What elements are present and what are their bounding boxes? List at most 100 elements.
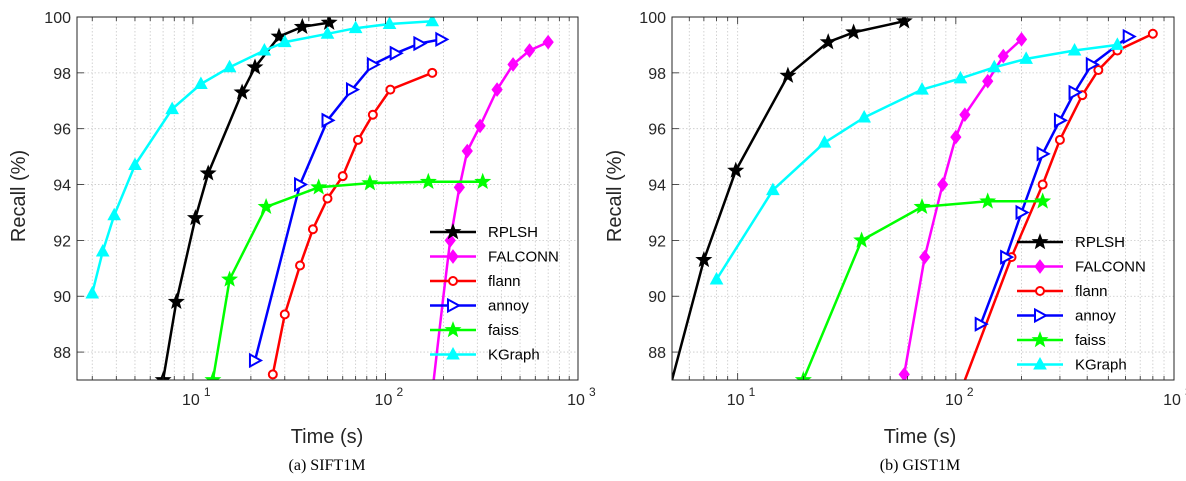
y-tick-label: 94: [53, 178, 71, 195]
data-point-flann: [1037, 179, 1048, 190]
x-tick-exponent: 1: [749, 385, 756, 399]
y-tick-label: 90: [648, 289, 666, 306]
series-group-gist1m: [672, 17, 1158, 380]
data-point-kgraph: [425, 17, 440, 27]
y-tick-label: 90: [53, 289, 71, 306]
legend-label-faiss: faiss: [1075, 332, 1106, 349]
y-tick-label: 92: [53, 233, 71, 250]
data-point-rplsh: [727, 161, 745, 178]
data-point-faiss: [474, 172, 492, 189]
data-point-kgraph: [1019, 51, 1033, 64]
x-tick-label: 10: [567, 392, 585, 409]
data-point-kgraph: [348, 20, 363, 34]
data-point-rplsh: [270, 27, 288, 44]
data-point-flann: [1093, 65, 1104, 76]
legend-marker-falconn: [447, 249, 459, 264]
data-point-kgraph: [277, 34, 292, 48]
data-point-annoy: [1053, 112, 1069, 128]
data-point-annoy: [321, 112, 336, 128]
data-point-rplsh: [845, 23, 863, 40]
legend-marker-flann: [1035, 286, 1045, 296]
data-point-falconn: [959, 107, 971, 123]
data-point-falconn: [997, 48, 1009, 64]
series-flann: [267, 67, 438, 380]
series-line-kgraph: [715, 43, 1118, 281]
data-point-flann: [267, 369, 278, 380]
legend-label-kgraph: KGraph: [488, 347, 540, 364]
data-point-falconn: [982, 73, 994, 89]
data-point-flann: [307, 224, 318, 235]
x-tick-label: 10: [945, 392, 963, 409]
legend-label-falconn: FALCONN: [1075, 259, 1146, 276]
data-point-annoy: [294, 176, 309, 193]
series-line-falconn: [902, 38, 1023, 375]
data-point-flann: [322, 193, 333, 204]
data-point-kgraph: [128, 157, 142, 170]
legend-label-faiss: faiss: [488, 322, 519, 339]
y-tick-label: 88: [53, 345, 71, 362]
series-line-falconn: [432, 40, 549, 380]
data-point-flann: [295, 260, 306, 271]
y-axis-label-sift1m: Recall (%): [8, 150, 30, 242]
legend-marker-flann: [448, 276, 458, 286]
data-point-rplsh: [246, 58, 264, 75]
data-point-annoy: [1122, 28, 1137, 45]
data-point-faiss: [361, 174, 379, 191]
legend-label-falconn: FALCONN: [488, 249, 559, 266]
data-point-falconn: [1015, 32, 1028, 47]
y-tick-label: 100: [44, 10, 71, 27]
data-point-rplsh: [695, 250, 713, 268]
series-kgraph: [709, 37, 1125, 285]
data-point-kgraph: [857, 109, 872, 123]
series-annoy: [248, 31, 450, 369]
legend-marker-kgraph: [446, 346, 460, 360]
data-point-faiss: [979, 192, 997, 209]
y-tick-label: 100: [639, 10, 666, 27]
series-rplsh: [154, 17, 338, 380]
legend-marker-faiss: [1031, 331, 1049, 348]
data-point-falconn: [919, 249, 931, 265]
series-faiss: [204, 172, 492, 380]
legend-marker-annoy: [447, 297, 462, 314]
legend-marker-annoy: [1034, 307, 1049, 324]
data-point-falconn: [950, 129, 962, 145]
x-axis-label-sift1m: Time (s): [291, 426, 364, 448]
data-point-kgraph: [1067, 42, 1082, 56]
y-axis-label-gist1m: Recall (%): [604, 150, 626, 242]
legend-label-kgraph: KGraph: [1075, 357, 1127, 374]
data-point-kgraph: [85, 285, 100, 299]
series-line-flann: [271, 71, 433, 375]
data-point-annoy: [413, 35, 428, 52]
data-point-rplsh: [320, 17, 338, 30]
data-point-faiss: [204, 371, 222, 380]
data-point-annoy: [1015, 204, 1030, 221]
axes-frame: [671, 16, 1175, 381]
data-point-falconn: [474, 118, 486, 134]
data-point-kgraph: [222, 59, 237, 73]
axes-frame: [76, 16, 579, 381]
data-point-kgraph: [95, 244, 110, 257]
grid-sift1m: [77, 16, 579, 380]
grid-gist1m: [671, 16, 1175, 380]
y-tick-label: 98: [53, 66, 71, 83]
legend-marker-rplsh: [1031, 233, 1049, 250]
y-tick-label: 96: [53, 122, 71, 139]
data-point-annoy: [1036, 146, 1051, 162]
data-point-falconn: [523, 43, 536, 58]
data-point-flann: [367, 109, 378, 120]
x-tick-exponent: 1: [204, 385, 211, 399]
x-tick-label: 10: [1163, 392, 1181, 409]
series-group-sift1m: [85, 17, 554, 380]
data-point-falconn: [461, 143, 473, 159]
data-point-faiss: [913, 197, 931, 215]
data-point-rplsh: [819, 33, 837, 50]
legend-label-annoy: annoy: [488, 298, 529, 315]
series-faiss: [794, 192, 1052, 380]
x-tick-exponent: 2: [396, 385, 403, 399]
data-point-kgraph: [953, 70, 968, 84]
data-point-kgraph: [817, 135, 832, 148]
data-point-faiss: [221, 270, 239, 287]
caption-gist1m: (b) GIST1M: [880, 457, 960, 474]
data-point-faiss: [1034, 192, 1052, 209]
